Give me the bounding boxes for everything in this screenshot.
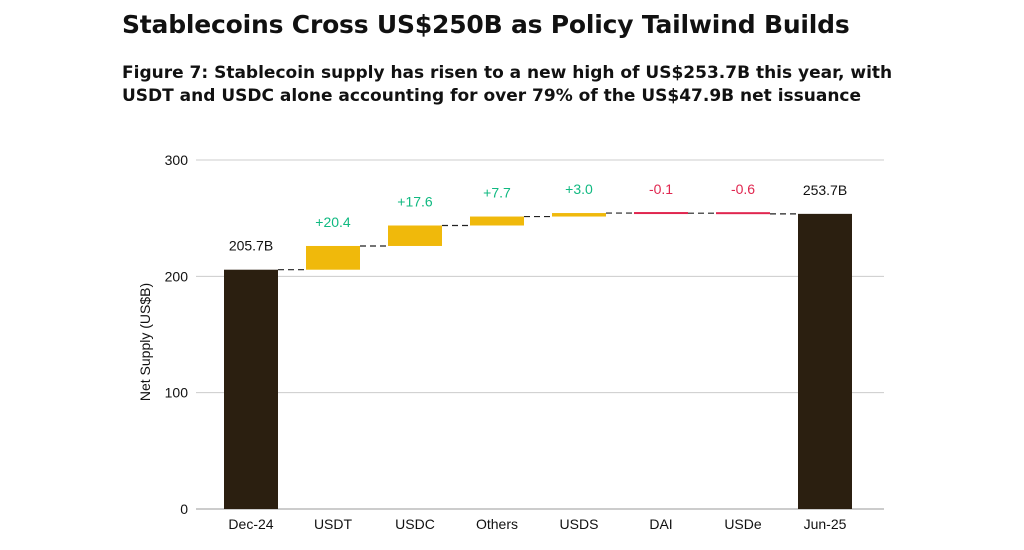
bar-usdc	[388, 225, 442, 246]
data-label: +3.0	[565, 181, 593, 197]
data-label: -0.6	[731, 181, 755, 197]
y-tick-label: 200	[165, 268, 189, 284]
bar-dai	[634, 212, 688, 215]
chart-subtitle: Figure 7: Stablecoin supply has risen to…	[122, 63, 893, 106]
bar-usdt	[306, 245, 360, 270]
x-category-label: USDS	[560, 516, 599, 532]
bar-usds	[552, 213, 606, 217]
y-axis-title: Net Supply (US$B)	[137, 283, 153, 401]
bar-jun-25	[798, 213, 852, 509]
x-category-label: Jun-25	[804, 516, 847, 532]
y-tick-label: 300	[165, 152, 189, 168]
x-category-label: DAI	[649, 516, 672, 532]
labels: 0 100 200 300 205.7B +20.4 +17.6 +7.7 +3.0 -0.1 -0…	[165, 152, 848, 532]
connectors	[278, 212, 798, 271]
gridlines	[196, 159, 884, 510]
y-tick-label: 0	[180, 501, 188, 517]
bar-usde	[716, 212, 770, 215]
x-category-label: USDT	[314, 516, 353, 532]
bars	[224, 212, 852, 509]
bar-others	[470, 216, 524, 226]
y-tick-label: 100	[165, 385, 189, 401]
x-category-label: Others	[476, 516, 518, 532]
data-label: -0.1	[649, 181, 673, 197]
chart-title: Stablecoins Cross US$250B as Policy Tail…	[122, 10, 850, 39]
data-label: 253.7B	[803, 182, 847, 198]
x-category-label: USDe	[724, 516, 762, 532]
data-label: +17.6	[397, 193, 433, 209]
x-category-label: USDC	[395, 516, 435, 532]
data-label: 205.7B	[229, 238, 273, 254]
x-category-label: Dec-24	[228, 516, 273, 532]
data-label: +7.7	[483, 185, 511, 201]
bar-dec-24	[224, 269, 278, 509]
data-label: +20.4	[315, 214, 351, 230]
